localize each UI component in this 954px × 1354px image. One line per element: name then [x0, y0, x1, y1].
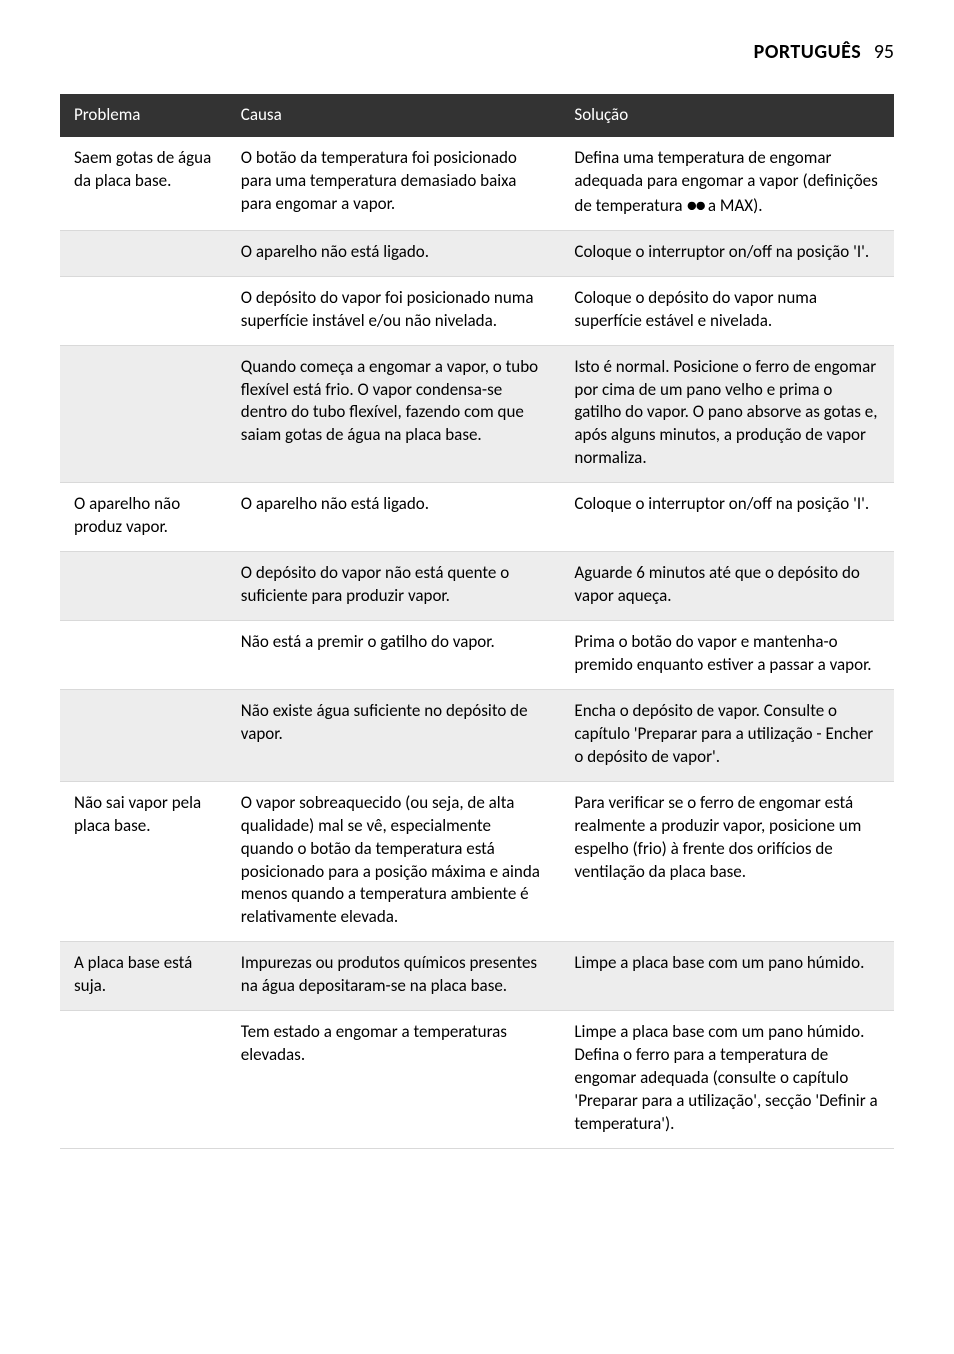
cell-cause: Tem estado a engomar a temperaturas elev…: [227, 1011, 561, 1149]
cell-solution: Defina uma temperatura de engomar adequa…: [560, 137, 894, 230]
table-row: O depósito do vapor foi posicionado numa…: [60, 276, 894, 345]
cell-cause: Não existe água suficiente no depósito d…: [227, 689, 561, 781]
col-header-solution: Solução: [560, 94, 894, 137]
cell-solution: Coloque o interruptor on/off na posição …: [560, 483, 894, 552]
table-row: O aparelho não está ligado.Coloque o int…: [60, 230, 894, 276]
header-page-number: 95: [874, 40, 894, 64]
table-row: Não existe água suficiente no depósito d…: [60, 689, 894, 781]
header-language: PORTUGUÊS: [754, 40, 862, 64]
cell-problem: [60, 345, 227, 483]
cell-solution: Para verificar se o ferro de engomar est…: [560, 781, 894, 942]
cell-cause: O depósito do vapor foi posicionado numa…: [227, 276, 561, 345]
table-row: A placa base está suja.Impurezas ou prod…: [60, 942, 894, 1011]
table-row: Não sai vapor pela placa base.O vapor so…: [60, 781, 894, 942]
troubleshooting-table: Problema Causa Solução Saem gotas de águ…: [60, 94, 894, 1149]
table-row: O depósito do vapor não está quente o su…: [60, 552, 894, 621]
page-header: PORTUGUÊS 95: [60, 40, 894, 64]
cell-problem: [60, 552, 227, 621]
table-row: Não está a premir o gatilho do vapor.Pri…: [60, 621, 894, 690]
table-row: O aparelho não produz vapor.O aparelho n…: [60, 483, 894, 552]
col-header-problem: Problema: [60, 94, 227, 137]
cell-problem: O aparelho não produz vapor.: [60, 483, 227, 552]
cell-cause: Impurezas ou produtos químicos presentes…: [227, 942, 561, 1011]
cell-solution: Limpe a placa base com um pano húmido.: [560, 942, 894, 1011]
cell-problem: [60, 689, 227, 781]
cell-cause: O depósito do vapor não está quente o su…: [227, 552, 561, 621]
temperature-dots-icon: ●●: [686, 194, 704, 216]
table-body: Saem gotas de água da placa base.O botão…: [60, 137, 894, 1148]
cell-problem: [60, 276, 227, 345]
solution-text-post: a MAX).: [704, 195, 762, 216]
cell-cause: O aparelho não está ligado.: [227, 483, 561, 552]
cell-solution: Prima o botão do vapor e mantenha-o prem…: [560, 621, 894, 690]
table-row: Tem estado a engomar a temperaturas elev…: [60, 1011, 894, 1149]
cell-cause: O botão da temperatura foi posicionado p…: [227, 137, 561, 230]
cell-solution: Limpe a placa base com um pano húmido. D…: [560, 1011, 894, 1149]
cell-solution: Isto é normal. Posicione o ferro de engo…: [560, 345, 894, 483]
cell-cause: Não está a premir o gatilho do vapor.: [227, 621, 561, 690]
cell-solution: Aguarde 6 minutos até que o depósito do …: [560, 552, 894, 621]
col-header-cause: Causa: [227, 94, 561, 137]
cell-problem: A placa base está suja.: [60, 942, 227, 1011]
cell-cause: Quando começa a engomar a vapor, o tubo …: [227, 345, 561, 483]
cell-problem: [60, 230, 227, 276]
cell-solution: Encha o depósito de vapor. Consulte o ca…: [560, 689, 894, 781]
cell-cause: O aparelho não está ligado.: [227, 230, 561, 276]
cell-problem: [60, 621, 227, 690]
cell-problem: [60, 1011, 227, 1149]
table-row: Saem gotas de água da placa base.O botão…: [60, 137, 894, 230]
table-header-row: Problema Causa Solução: [60, 94, 894, 137]
cell-problem: Não sai vapor pela placa base.: [60, 781, 227, 942]
cell-solution: Coloque o interruptor on/off na posição …: [560, 230, 894, 276]
cell-solution: Coloque o depósito do vapor numa superfí…: [560, 276, 894, 345]
cell-cause: O vapor sobreaquecido (ou seja, de alta …: [227, 781, 561, 942]
cell-problem: Saem gotas de água da placa base.: [60, 137, 227, 230]
table-row: Quando começa a engomar a vapor, o tubo …: [60, 345, 894, 483]
